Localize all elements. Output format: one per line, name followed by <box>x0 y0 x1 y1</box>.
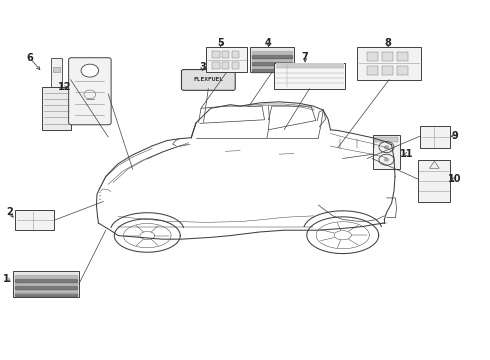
Bar <box>367 52 378 61</box>
Bar <box>397 66 408 75</box>
FancyBboxPatch shape <box>15 211 54 230</box>
FancyBboxPatch shape <box>206 47 247 72</box>
Circle shape <box>384 145 389 149</box>
Text: 4: 4 <box>265 38 272 48</box>
Bar <box>382 66 393 75</box>
FancyBboxPatch shape <box>69 58 111 125</box>
FancyBboxPatch shape <box>373 135 400 169</box>
Text: 2: 2 <box>6 207 13 217</box>
Text: FLEXFUEL: FLEXFUEL <box>194 77 223 82</box>
Bar <box>221 51 229 58</box>
Text: 11: 11 <box>399 149 413 159</box>
FancyBboxPatch shape <box>274 63 345 89</box>
Text: 7: 7 <box>302 52 309 62</box>
Bar <box>51 58 62 88</box>
Bar <box>397 52 408 61</box>
Text: 3: 3 <box>199 62 206 72</box>
Bar <box>382 52 393 61</box>
FancyBboxPatch shape <box>42 87 71 130</box>
Bar <box>53 67 60 72</box>
Text: 8: 8 <box>385 38 392 48</box>
Bar <box>221 62 229 69</box>
FancyBboxPatch shape <box>420 126 450 148</box>
Text: 1: 1 <box>3 274 10 284</box>
FancyBboxPatch shape <box>250 47 294 72</box>
FancyBboxPatch shape <box>13 271 79 297</box>
Text: 9: 9 <box>452 131 459 141</box>
Bar <box>212 51 220 58</box>
Bar <box>232 62 239 69</box>
Circle shape <box>81 64 98 77</box>
FancyBboxPatch shape <box>357 47 421 80</box>
Text: 5: 5 <box>217 38 224 48</box>
Text: 10: 10 <box>448 174 462 184</box>
Text: 6: 6 <box>26 53 33 63</box>
Bar <box>375 137 398 141</box>
Bar <box>212 62 220 69</box>
Circle shape <box>384 158 389 162</box>
FancyBboxPatch shape <box>181 69 235 90</box>
Text: 12: 12 <box>57 82 71 93</box>
Bar <box>367 66 378 75</box>
Bar <box>232 51 239 58</box>
Bar <box>276 63 343 68</box>
FancyBboxPatch shape <box>418 160 450 202</box>
